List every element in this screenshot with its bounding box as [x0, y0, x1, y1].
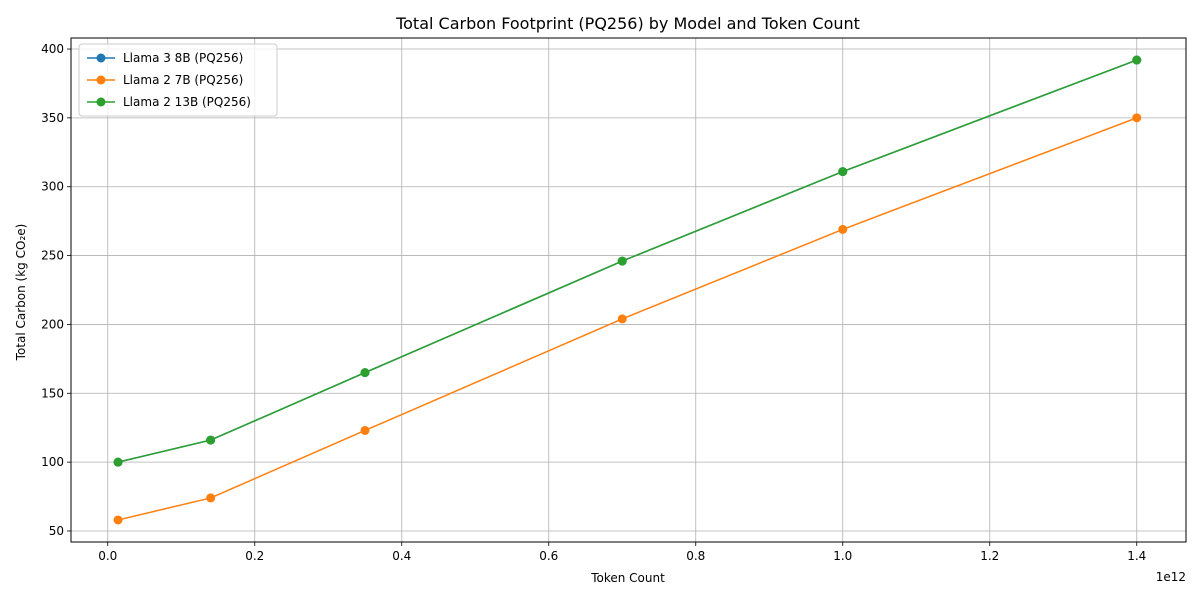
y-tick-label: 300	[41, 180, 64, 194]
legend-item: Llama 2 7B (PQ256)	[87, 73, 243, 87]
y-axis-label: Total Carbon (kg CO₂e)	[14, 224, 28, 362]
legend-label: Llama 2 7B (PQ256)	[123, 73, 243, 87]
y-tick-label: 150	[41, 386, 64, 400]
x-tick-label: 0.6	[539, 549, 558, 563]
x-tick-label: 1.0	[833, 549, 852, 563]
x-axis-label: Token Count	[590, 571, 665, 585]
legend-item: Llama 3 8B (PQ256)	[87, 51, 243, 65]
y-tick-label: 400	[41, 42, 64, 56]
legend-swatch-marker	[96, 97, 106, 107]
legend-swatch-marker	[96, 53, 106, 63]
data-point	[617, 256, 627, 266]
legend-label: Llama 2 13B (PQ256)	[123, 95, 251, 109]
y-tick-label: 350	[41, 111, 64, 125]
data-point	[1132, 55, 1142, 65]
y-tick-label: 200	[41, 317, 64, 331]
ticks: 0.0 0.2 0.4 0.6 0.8 1.0 1.2 1.4 50 100 150 200 250 30…	[41, 42, 1146, 563]
data-point	[1132, 113, 1142, 123]
legend-box	[78, 43, 278, 117]
data-point	[617, 314, 627, 324]
legend-label: Llama 3 8B (PQ256)	[123, 51, 243, 65]
data-point	[360, 368, 370, 378]
series-layer	[113, 55, 1142, 525]
data-point	[113, 515, 123, 525]
data-point	[206, 493, 216, 503]
series-line	[117, 117, 1138, 521]
legend: Llama 3 8B (PQ256) Llama 2 7B (PQ256) Llam…	[78, 43, 278, 117]
x-tick-label: 1.4	[1127, 549, 1146, 563]
series-3	[113, 55, 1142, 467]
x-tick-label: 0.0	[98, 549, 117, 563]
data-point	[113, 457, 123, 467]
legend-swatch-marker	[96, 75, 106, 85]
y-tick-label: 100	[41, 455, 64, 469]
data-point	[838, 224, 848, 234]
y-tick-label: 250	[41, 249, 64, 263]
x-tick-label: 0.8	[686, 549, 705, 563]
series-2	[113, 113, 1142, 525]
x-axis-offset-label: 1e12	[1156, 570, 1186, 584]
series-line	[117, 59, 1138, 463]
data-point	[206, 435, 216, 445]
x-tick-label: 0.2	[245, 549, 264, 563]
y-tick-label: 50	[49, 524, 64, 538]
plot-frame	[70, 37, 1187, 543]
legend-item: Llama 2 13B (PQ256)	[87, 95, 251, 109]
data-point	[360, 425, 370, 435]
data-point	[838, 167, 848, 177]
chart-title: Total Carbon Footprint (PQ256) by Model …	[395, 14, 860, 33]
x-tick-label: 0.4	[392, 549, 411, 563]
x-tick-label: 1.2	[980, 549, 999, 563]
